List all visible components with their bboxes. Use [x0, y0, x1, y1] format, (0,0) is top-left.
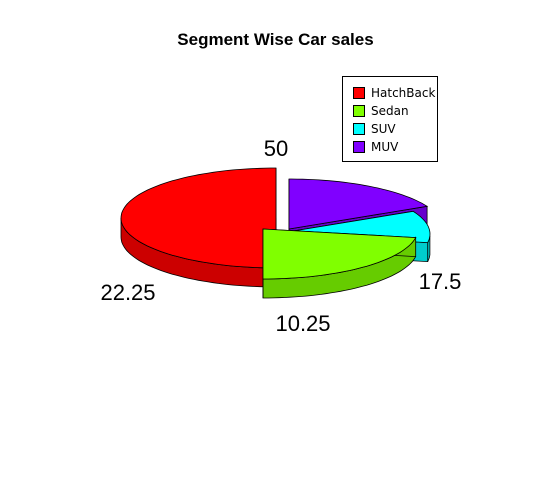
legend-item-suv: SUV: [353, 121, 396, 137]
legend-item-muv: MUV: [353, 139, 398, 155]
legend-swatch-suv: [353, 123, 365, 135]
legend-label-suv: SUV: [371, 122, 396, 136]
pie-slice-sedan: [262, 228, 417, 299]
legend-label-muv: MUV: [371, 140, 399, 154]
legend-swatch-muv: [353, 141, 365, 153]
pie-slice-top-hatchback: [120, 167, 277, 269]
pie-slice-hatchback: [120, 167, 277, 288]
pie-slice-top-muv: [288, 178, 429, 230]
pie-slice-top-sedan: [262, 228, 417, 280]
data-label-muv: 17.5: [419, 269, 462, 294]
legend-item-hatchback: HatchBack: [353, 85, 435, 101]
chart-title: Segment Wise Car sales: [177, 30, 374, 49]
data-label-suv: 10.25: [275, 311, 330, 336]
legend-item-sedan: Sedan: [353, 103, 409, 119]
legend-label-sedan: Sedan: [371, 104, 409, 118]
legend-swatch-hatchback: [353, 87, 365, 99]
data-label-sedan: 22.25: [100, 280, 155, 305]
legend-swatch-sedan: [353, 105, 365, 117]
legend-label-hatchback: HatchBack: [371, 86, 436, 100]
chart-legend: HatchBack Sedan SUV MUV: [342, 76, 438, 162]
data-label-hatchback: 50: [264, 136, 288, 161]
